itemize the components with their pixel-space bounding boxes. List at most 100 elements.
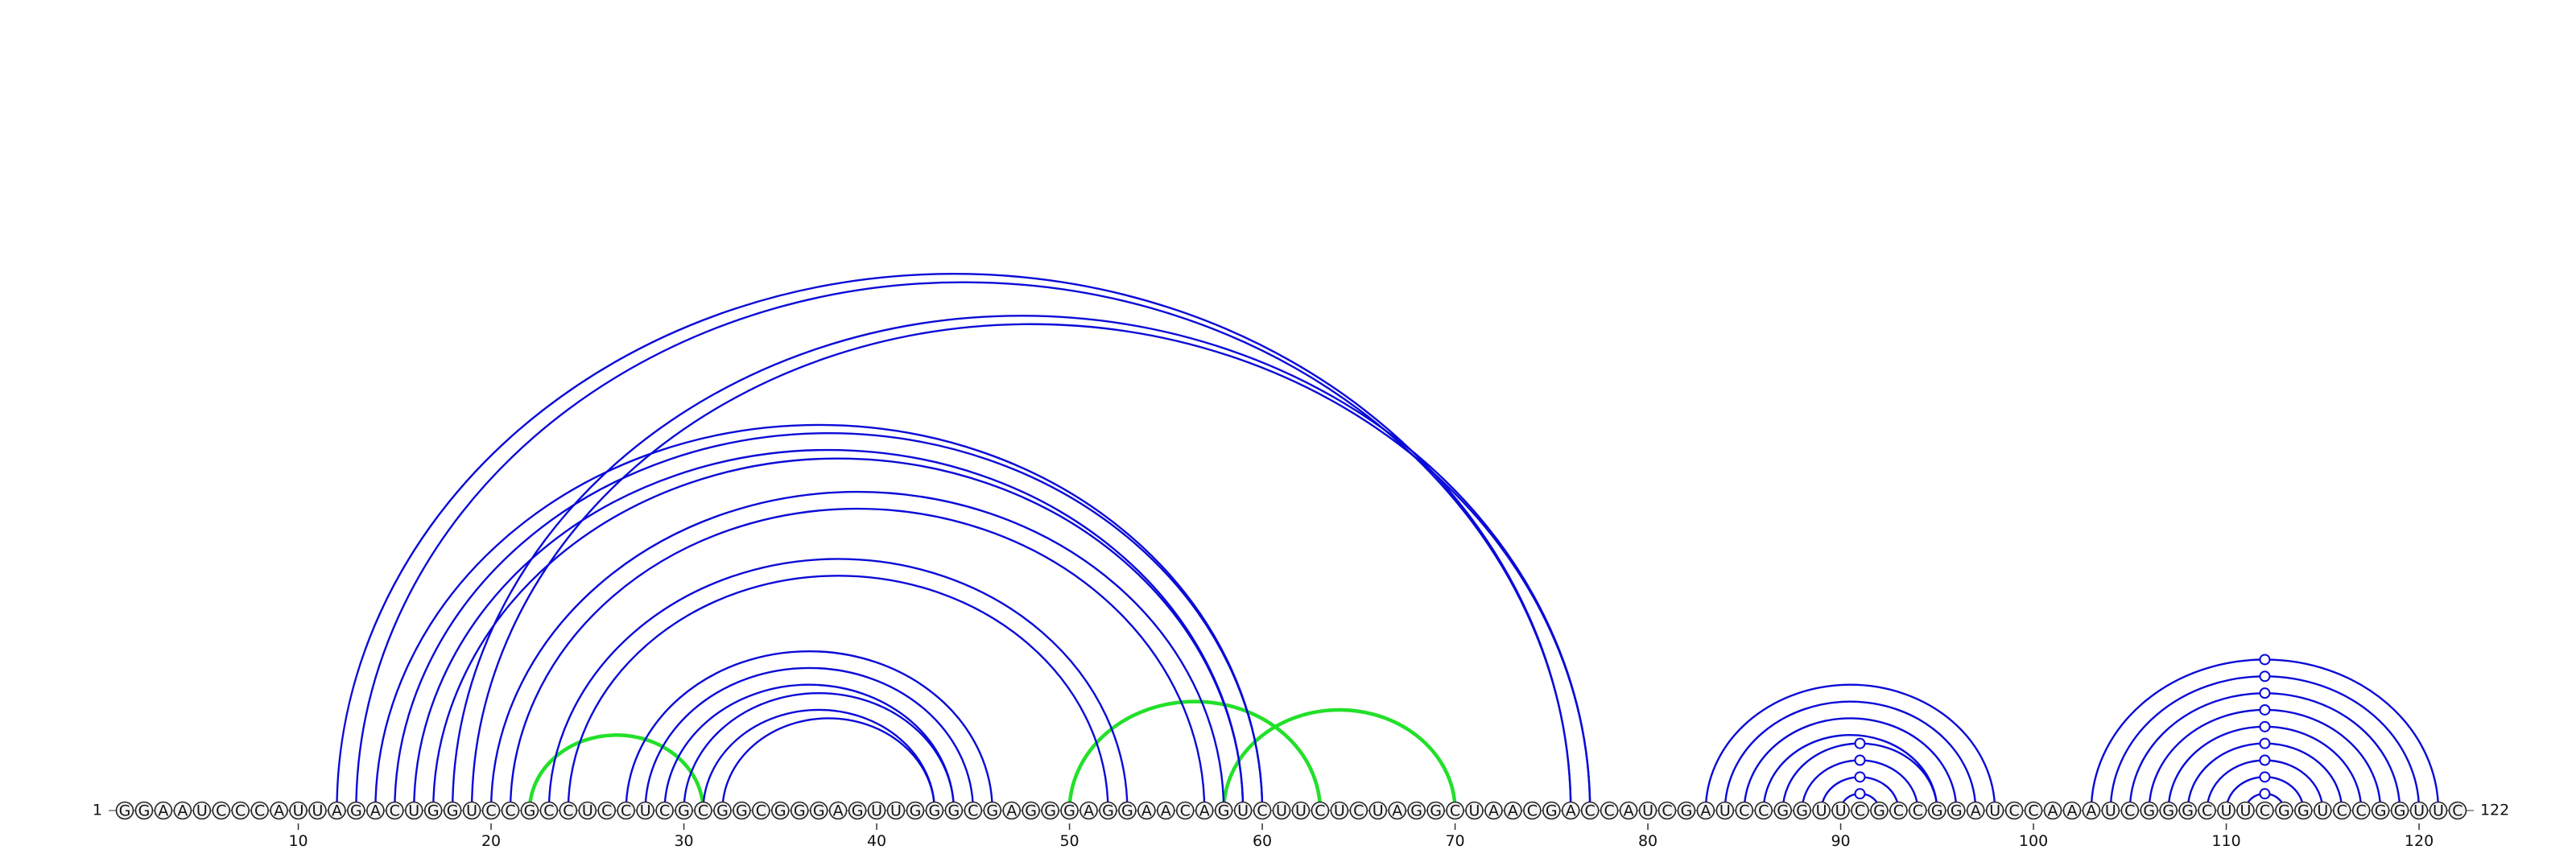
nucleotide-circle — [944, 801, 964, 820]
nucleotide-letter: C — [2202, 802, 2212, 820]
nucleotide: U — [2101, 801, 2120, 820]
nucleotide: G — [770, 801, 790, 820]
nucleotide-circle — [2236, 801, 2255, 820]
nucleotide-letter: U — [196, 802, 208, 820]
nucleotide-circle — [462, 801, 481, 820]
pair-marker — [2259, 703, 2271, 716]
nucleotide-circle — [2082, 801, 2101, 820]
nucleotide-circle — [1561, 801, 1580, 820]
nucleotide: G — [809, 801, 828, 820]
nucleotide-letter: U — [2105, 802, 2116, 820]
nucleotide-letter: U — [640, 802, 651, 820]
nucleotide-circle — [578, 801, 597, 820]
primary-arc — [1762, 734, 1938, 811]
nucleotide-circle — [1696, 801, 1715, 820]
nucleotide: C — [1909, 801, 1927, 820]
nucleotide-letter: C — [543, 802, 554, 820]
nucleotide-circle — [404, 801, 423, 820]
nucleotide: G — [1060, 801, 1079, 820]
nucleotide: G — [733, 801, 751, 820]
nucleotide-letter: A — [1508, 802, 1518, 820]
nucleotide: A — [1002, 801, 1021, 820]
nucleotide-letter: C — [2008, 802, 2019, 820]
nucleotide: C — [559, 801, 578, 820]
nucleotide: U — [1638, 801, 1657, 820]
nucleotide: A — [2043, 801, 2062, 820]
nucleotide: G — [713, 801, 732, 820]
nucleotide: A — [154, 801, 173, 820]
nucleotide: U — [1330, 801, 1349, 820]
nucleotide-letter: G — [1063, 802, 1075, 820]
nucleotide: C — [2351, 801, 2371, 820]
nucleotide: C — [1851, 801, 1869, 820]
nucleotide-circle — [1600, 801, 1619, 820]
nucleotide: C — [2004, 801, 2024, 820]
nucleotide-circle — [1137, 801, 1156, 820]
nucleotide-circle — [886, 801, 906, 820]
nucleotide: G — [2159, 801, 2178, 820]
nucleotide-circle — [2448, 801, 2467, 820]
nucleotide: G — [944, 801, 964, 820]
nucleotide: U — [2429, 801, 2448, 820]
pair-marker — [2259, 771, 2271, 783]
nucleotide-circle — [1735, 801, 1754, 820]
pair-marker — [1854, 737, 1866, 749]
nucleotide-circle — [1909, 801, 1927, 820]
nucleotide-circle — [115, 801, 134, 820]
nucleotide: G — [443, 801, 462, 820]
nucleotide-letter: G — [986, 802, 998, 820]
primary-arc — [1704, 683, 1996, 811]
nucleotide-circle — [192, 801, 212, 820]
tick-label: 70 — [1445, 832, 1464, 850]
nucleotide-letter: A — [1488, 802, 1499, 820]
nucleotide-letter: A — [2086, 802, 2096, 820]
nucleotide-circle — [154, 801, 173, 820]
nucleotide-circle — [1080, 801, 1098, 820]
nucleotide-letter: C — [390, 802, 400, 820]
nucleotide-letter: A — [274, 802, 284, 820]
nucleotide-letter: G — [1410, 802, 1422, 820]
nucleotide-circle — [2371, 801, 2390, 820]
nucleotide: C — [1311, 801, 1330, 820]
nucleotide-letter: G — [427, 802, 440, 820]
nucleotide-circle — [1889, 801, 1908, 820]
nucleotide-letter: A — [158, 802, 168, 820]
nucleotide-circle — [964, 801, 983, 820]
nucleotide: U — [2409, 801, 2429, 820]
nucleotide-circle — [481, 801, 501, 820]
nucleotide-circle — [1368, 801, 1388, 820]
nucleotide-circle — [1041, 801, 1059, 820]
nucleotide: C — [250, 801, 269, 820]
nucleotide-letter: G — [947, 802, 960, 820]
nucleotide-letter: C — [1180, 802, 1191, 820]
primary-arc — [355, 281, 1572, 811]
nucleotide-circle — [770, 801, 790, 820]
nucleotide-circle — [1195, 801, 1214, 820]
primary-arc — [1724, 700, 1977, 811]
nucleotide-letter: C — [216, 802, 226, 820]
pair-marker — [1854, 788, 1866, 800]
nucleotide-letter: U — [1373, 802, 1384, 820]
nucleotide-letter: G — [929, 802, 941, 820]
nucleotide-circle — [1214, 801, 1233, 820]
nucleotide-circle — [1870, 801, 1889, 820]
nucleotide-letter: G — [1931, 802, 1943, 820]
nucleotide: U — [2314, 801, 2332, 820]
nucleotide-letter: A — [1006, 802, 1017, 820]
nucleotide-letter: U — [2221, 802, 2232, 820]
nucleotide: U — [867, 801, 886, 820]
nucleotide-circle — [1484, 801, 1503, 820]
nucleotide: U — [1272, 801, 1291, 820]
nucleotide-circle — [1542, 801, 1561, 820]
nucleotide: G — [925, 801, 944, 820]
primary-arc — [567, 575, 1109, 811]
nucleotide-letter: G — [2162, 802, 2174, 820]
nucleotide: U — [1465, 801, 1484, 820]
nucleotide-circle — [1677, 801, 1696, 820]
nucleotide-letter: U — [1835, 802, 1847, 820]
nucleotide: A — [1388, 801, 1406, 820]
nucleotide: A — [173, 801, 192, 820]
tick-label: 80 — [1638, 832, 1657, 850]
nucleotide-letter: A — [1700, 802, 1711, 820]
nucleotide-circle — [1407, 801, 1426, 820]
